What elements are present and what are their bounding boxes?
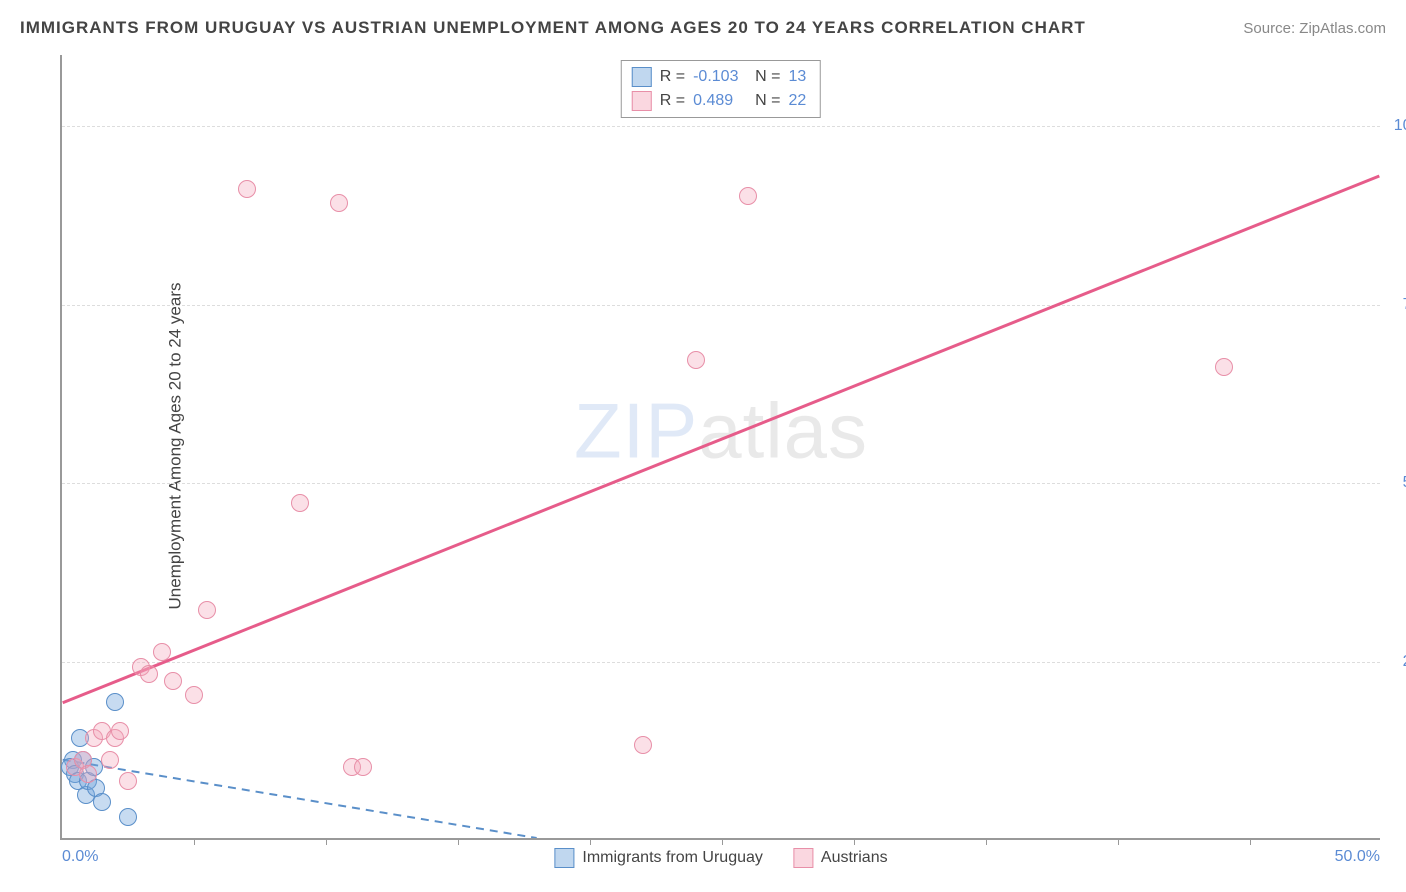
y-tick-label: 50.0% — [1388, 474, 1406, 492]
x-tick-mark — [1250, 838, 1251, 845]
legend-label-uruguay: Immigrants from Uruguay — [582, 849, 763, 867]
gridline — [62, 483, 1380, 484]
watermark-atlas: atlas — [698, 386, 868, 474]
legend-label-austrians: Austrians — [821, 849, 888, 867]
gridline — [62, 126, 1380, 127]
data-point-austrians — [153, 643, 171, 661]
legend-row-austrians: R = 0.489 N = 22 — [632, 89, 806, 113]
swatch-blue-icon — [554, 848, 574, 868]
data-point-uruguay — [119, 808, 137, 826]
data-point-austrians — [185, 686, 203, 704]
data-point-austrians — [634, 736, 652, 754]
r-label: R = — [660, 65, 685, 89]
chart-plot-area: ZIPatlas 25.0%50.0%75.0%100.0% R = -0.10… — [60, 55, 1380, 840]
data-point-austrians — [101, 751, 119, 769]
watermark: ZIPatlas — [574, 385, 868, 476]
n-label: N = — [755, 89, 780, 113]
data-point-uruguay — [106, 693, 124, 711]
gridline — [62, 305, 1380, 306]
x-tick-origin: 0.0% — [62, 848, 98, 866]
legend-item-uruguay: Immigrants from Uruguay — [554, 848, 763, 868]
x-tick-max: 50.0% — [1335, 848, 1380, 866]
x-tick-mark — [1118, 838, 1119, 845]
source-link[interactable]: ZipAtlas.com — [1299, 20, 1386, 37]
x-tick-mark — [986, 838, 987, 845]
data-point-austrians — [238, 180, 256, 198]
r-value-austrians: 0.489 — [693, 89, 747, 113]
data-point-austrians — [198, 601, 216, 619]
data-point-austrians — [291, 494, 309, 512]
legend-row-uruguay: R = -0.103 N = 13 — [632, 65, 806, 89]
r-label: R = — [660, 89, 685, 113]
x-tick-mark — [722, 838, 723, 845]
gridline — [62, 662, 1380, 663]
data-point-austrians — [354, 758, 372, 776]
x-tick-mark — [590, 838, 591, 845]
x-tick-mark — [326, 838, 327, 845]
y-tick-label: 25.0% — [1388, 653, 1406, 671]
data-point-austrians — [330, 194, 348, 212]
y-tick-label: 75.0% — [1388, 296, 1406, 314]
trend-line-austrians — [63, 176, 1380, 703]
y-tick-label: 100.0% — [1388, 117, 1406, 135]
data-point-uruguay — [93, 793, 111, 811]
legend-item-austrians: Austrians — [793, 848, 888, 868]
correlation-legend: R = -0.103 N = 13 R = 0.489 N = 22 — [621, 60, 821, 118]
series-legend: Immigrants from Uruguay Austrians — [554, 848, 887, 868]
x-tick-mark — [854, 838, 855, 845]
data-point-austrians — [111, 722, 129, 740]
data-point-austrians — [119, 772, 137, 790]
swatch-pink-icon — [793, 848, 813, 868]
n-value-austrians: 22 — [788, 89, 806, 113]
watermark-zip: ZIP — [574, 386, 698, 474]
data-point-austrians — [79, 765, 97, 783]
data-point-austrians — [687, 351, 705, 369]
swatch-blue-icon — [632, 67, 652, 87]
x-tick-mark — [458, 838, 459, 845]
n-label: N = — [755, 65, 780, 89]
trend-lines — [62, 55, 1380, 838]
source-label: Source: ZipAtlas.com — [1243, 20, 1386, 37]
data-point-austrians — [739, 187, 757, 205]
source-prefix: Source: — [1243, 20, 1299, 37]
data-point-austrians — [140, 665, 158, 683]
swatch-pink-icon — [632, 91, 652, 111]
x-tick-mark — [194, 838, 195, 845]
data-point-austrians — [164, 672, 182, 690]
data-point-austrians — [1215, 358, 1233, 376]
trend-line-uruguay — [63, 760, 537, 838]
r-value-uruguay: -0.103 — [693, 65, 747, 89]
chart-title: IMMIGRANTS FROM URUGUAY VS AUSTRIAN UNEM… — [20, 18, 1086, 38]
n-value-uruguay: 13 — [788, 65, 806, 89]
